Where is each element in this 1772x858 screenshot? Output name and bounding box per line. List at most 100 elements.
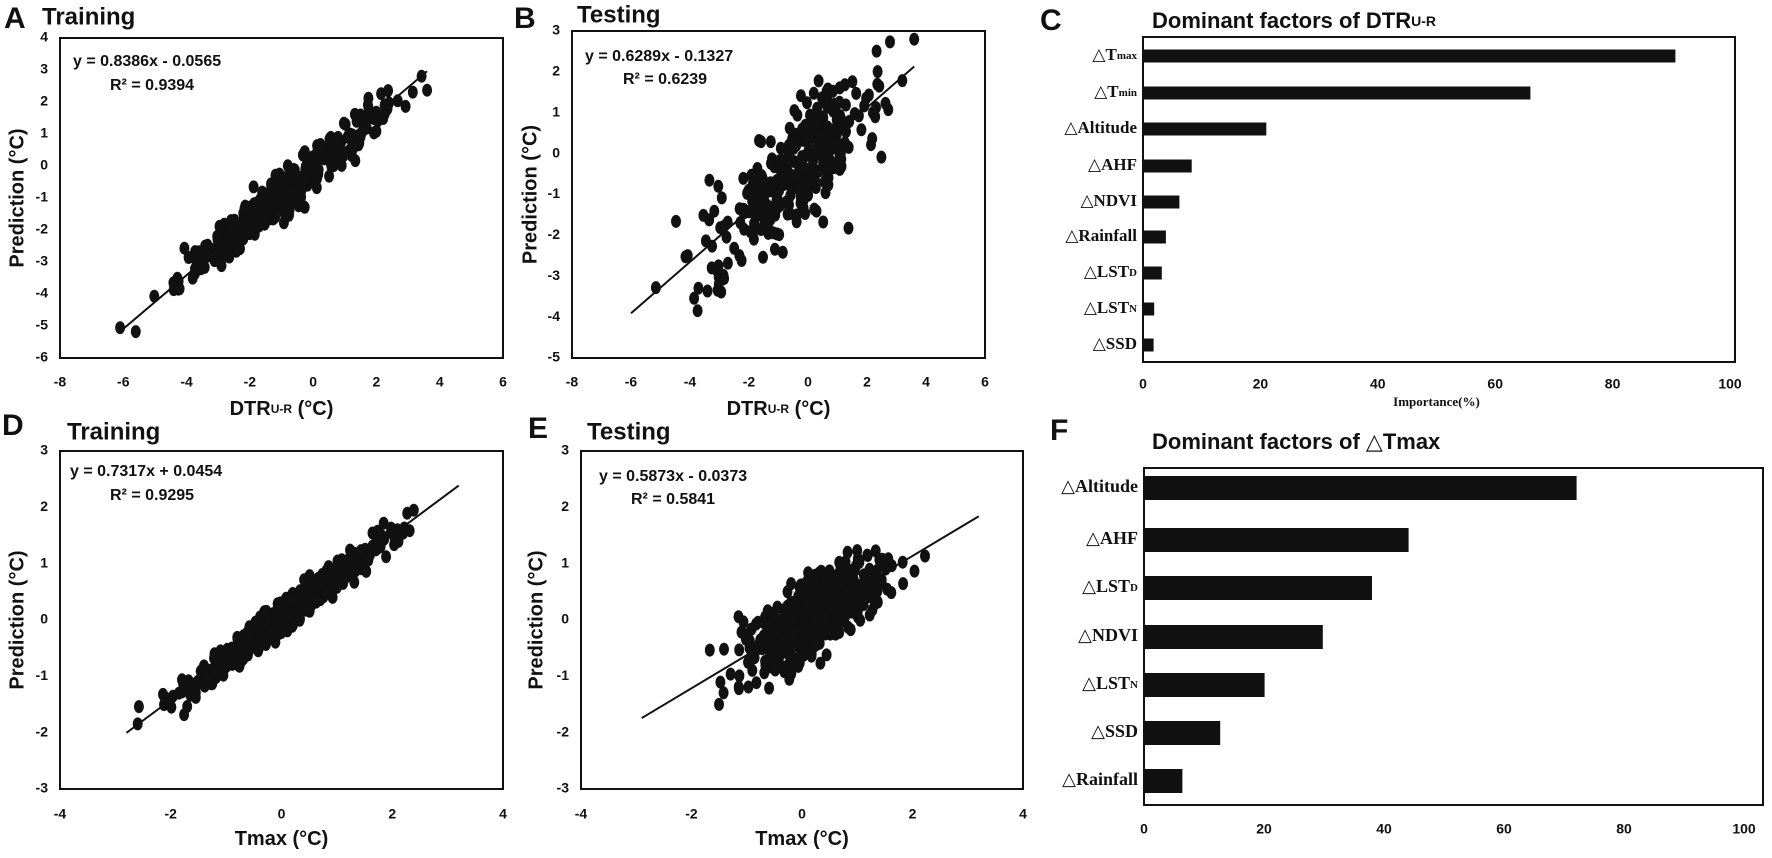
y-tick-label: 3 (561, 442, 569, 458)
data-point (823, 583, 834, 597)
x-tick-label: -2 (743, 374, 756, 390)
y-tick-label: -2 (548, 226, 561, 242)
x-tick-label: 0 (798, 806, 806, 822)
data-point (840, 555, 851, 569)
x-tick-label: 20 (1256, 821, 1272, 837)
data-point (179, 241, 190, 255)
x-tick-label: 60 (1487, 376, 1503, 392)
category-label-base: △LST (1084, 298, 1130, 317)
data-point (715, 675, 726, 689)
y-tick-label: 2 (40, 498, 48, 514)
x-tick-label: 6 (981, 374, 989, 390)
y-tick-label: -3 (36, 780, 49, 796)
data-point (748, 184, 759, 198)
data-point (752, 169, 763, 183)
data-point (738, 171, 749, 185)
data-point (759, 666, 770, 680)
x-axis-label-sub: U-R (271, 402, 293, 416)
x-tick-label: 0 (1140, 821, 1148, 837)
data-point (706, 261, 717, 275)
data-point (215, 256, 226, 270)
title-main: Dominant factors of △Tmax (1152, 429, 1441, 454)
data-point (809, 202, 820, 216)
data-point (756, 135, 767, 149)
x-tick-label: -6 (625, 374, 638, 390)
bar (1144, 476, 1577, 500)
data-point (252, 196, 263, 209)
data-point (822, 120, 833, 134)
data-point (232, 221, 243, 235)
data-point (810, 638, 821, 652)
data-point (776, 153, 787, 167)
plot-frame (571, 30, 986, 359)
data-point (787, 605, 798, 619)
y-tick-label: -1 (36, 667, 49, 683)
data-point (821, 175, 831, 189)
data-point (361, 564, 372, 578)
category-label-base: △AHF (1086, 528, 1138, 548)
data-point (852, 544, 863, 558)
regression-equation: y = 0.7317x + 0.0454 (70, 463, 222, 480)
data-point (834, 159, 845, 173)
data-point (802, 582, 813, 596)
data-point (130, 325, 141, 339)
data-point (422, 83, 433, 97)
data-point (214, 243, 224, 257)
data-point (351, 114, 362, 128)
data-point (747, 663, 758, 677)
y-axis-label: Prediction (°C) (6, 128, 28, 267)
data-point (791, 215, 802, 229)
regression-line (630, 65, 915, 315)
panel-letter: A (4, 2, 26, 35)
category-label: △SSD (1091, 721, 1138, 741)
data-point (863, 588, 874, 602)
data-point (226, 214, 237, 228)
x-axis-label: Tmax (°C) (235, 828, 329, 850)
y-tick-label: 1 (552, 103, 560, 119)
y-tick-label: 0 (561, 611, 569, 627)
data-point (190, 690, 201, 704)
y-tick-label: -4 (548, 308, 561, 324)
data-point (262, 211, 272, 225)
data-point (383, 84, 394, 98)
category-label-sub: max (1117, 50, 1138, 62)
data-point (287, 618, 298, 632)
data-point (725, 667, 736, 681)
panel-b: B Testing y = 0.6289x - 0.1327 R² = 0.6239 -… (514, 1, 989, 420)
bar (1144, 721, 1221, 745)
category-label-base: △NDVI (1080, 191, 1137, 210)
data-point (885, 35, 895, 49)
x-axis-label-unit: (°C) (287, 828, 328, 850)
data-point (378, 516, 389, 530)
category-label: △Rainfall (1062, 769, 1138, 789)
data-point (275, 596, 286, 610)
plot-frame (59, 450, 504, 790)
data-point (815, 656, 826, 670)
category-label: △LSTN (1082, 673, 1138, 693)
y-tick-label: 1 (40, 125, 48, 141)
data-point (689, 291, 700, 305)
data-point (338, 576, 349, 590)
data-point (212, 229, 223, 243)
panel-letter: C (1040, 4, 1062, 37)
data-point (791, 170, 802, 183)
x-tick-label: 6 (499, 374, 507, 390)
data-point (821, 648, 832, 662)
data-point (846, 564, 857, 577)
category-label: △Altitude (1061, 476, 1138, 496)
data-point (777, 245, 788, 259)
category-label-base: △Altitude (1061, 476, 1138, 496)
y-tick-label: 2 (561, 498, 569, 514)
data-point (874, 79, 885, 93)
data-point (743, 680, 754, 694)
data-point (852, 604, 863, 618)
data-point (837, 576, 848, 590)
y-tick-label: 2 (40, 93, 48, 109)
data-point (716, 191, 727, 205)
category-label: △LSTD (1082, 576, 1138, 596)
y-tick-label: 0 (40, 611, 48, 627)
data-point (671, 214, 681, 228)
data-point (313, 163, 324, 177)
data-point (375, 540, 386, 554)
